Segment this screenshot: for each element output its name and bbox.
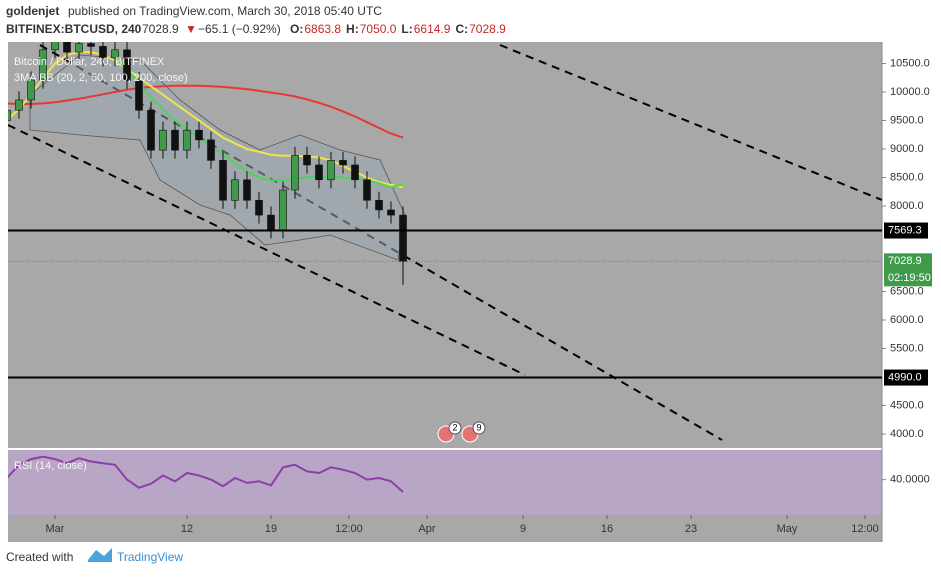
ohlc-value: 6863.8 [304, 22, 341, 36]
event-count: 2 [452, 422, 457, 432]
y-tick-label: 10500.0 [890, 57, 930, 69]
event-count: 9 [476, 422, 481, 432]
x-tick-label: 19 [265, 523, 277, 535]
symbol: BITFINEX:BTCUSD, 240 [6, 22, 142, 36]
candle-body [315, 164, 323, 181]
rsi-legend: RSI (14, close) [14, 460, 87, 472]
candle-body [135, 80, 143, 111]
candle-body [195, 129, 203, 141]
last-price-label: 7028.9 [888, 255, 922, 267]
y-tick-label: 8000.0 [890, 200, 924, 212]
candle-body [111, 49, 119, 59]
ma-line [8, 51, 404, 189]
author: goldenjet [6, 4, 59, 18]
candle-body [207, 139, 215, 161]
candle-body [27, 79, 35, 101]
footer-brand[interactable]: TradingView [117, 550, 183, 564]
candle-body [255, 199, 263, 216]
candle-body [375, 199, 383, 211]
y-tick-label: 9000.0 [890, 143, 924, 155]
trendline [8, 124, 526, 376]
ohlc-label: C: [455, 22, 468, 36]
price: 7028.9 [142, 22, 179, 36]
candle-body [339, 160, 347, 166]
x-tick-label: 16 [601, 523, 613, 535]
candle-body [39, 49, 47, 81]
y-tick-label: 8500.0 [890, 171, 924, 183]
y-tick-label: 9500.0 [890, 114, 924, 126]
x-tick-label: Apr [418, 523, 435, 535]
level-tag [884, 222, 928, 239]
rsi-tick-label: 40.0000 [890, 474, 930, 486]
x-tick-label: 12:00 [335, 523, 363, 535]
candle-body [327, 160, 335, 181]
candle-body [15, 99, 23, 111]
candle-body [147, 109, 155, 151]
candle-body [51, 42, 59, 51]
legend-indicator: 3MA BB (20, 2, 50, 100, 200, close) [14, 72, 188, 84]
event-badge[interactable] [472, 421, 486, 435]
ohlc-label: H: [346, 22, 359, 36]
candle-body [387, 209, 395, 216]
candle-body [8, 109, 11, 121]
arrow: ▼ [185, 22, 197, 36]
event-badge[interactable] [448, 421, 462, 435]
candle-body [351, 164, 359, 181]
last-price-tag [884, 253, 932, 287]
x-tick-label: 9 [520, 523, 526, 535]
y-tick-label: 6500.0 [890, 285, 924, 297]
countdown: 02:19:50 [888, 272, 931, 284]
candle-body [303, 154, 311, 166]
x-tick-label: May [777, 523, 798, 535]
ohlc-value: 7050.0 [360, 22, 397, 36]
candle-body [123, 49, 131, 81]
y-tick-label: 5500.0 [890, 342, 924, 354]
y-tick-label: 4000.0 [890, 428, 924, 440]
x-tick-label: 23 [685, 523, 697, 535]
candle-body [75, 43, 83, 53]
bollinger-band [29, 54, 406, 261]
published: published on TradingView.com, March 30, … [68, 4, 382, 18]
candle-body [291, 154, 299, 191]
logo[interactable] [88, 548, 112, 562]
x-tick-label: 12 [181, 523, 193, 535]
x-tick-label: Mar [46, 523, 65, 535]
level-tag [884, 369, 928, 386]
level-label: 7569.3 [888, 224, 922, 236]
ma-line [8, 84, 404, 139]
rsi-pane [8, 450, 882, 515]
candle-body [99, 46, 107, 59]
candle-body [231, 179, 239, 201]
y-tick-label: 4500.0 [890, 399, 924, 411]
candle-body [279, 189, 287, 231]
y-tick-label: 10000.0 [890, 86, 930, 98]
ohlc-label: O: [290, 22, 303, 36]
candle-body [87, 43, 95, 47]
level-label: 4990.0 [888, 371, 922, 383]
ohlc-value: 6614.9 [414, 22, 451, 36]
x-tick-label: 12:00 [851, 523, 879, 535]
ohlc-label: L: [401, 22, 412, 36]
candle-body [219, 160, 227, 201]
candle-body [159, 129, 167, 151]
ohlc-value: 7028.9 [469, 22, 506, 36]
candle-body [267, 214, 275, 231]
rsi-line [8, 455, 404, 493]
y-tick-label: 6000.0 [890, 314, 924, 326]
candle-body [63, 42, 71, 53]
legend-symbol: Bitcoin / Dollar, 240, BITFINEX [14, 56, 165, 68]
candle-body [399, 214, 407, 262]
time-axis [8, 515, 882, 542]
trendline [499, 44, 882, 201]
candle-body [243, 179, 251, 201]
footer-created: Created with [6, 550, 73, 564]
candle-body [171, 129, 179, 151]
candle-body [183, 129, 191, 151]
change: −65.1 (−0.92%) [198, 22, 281, 36]
candle-body [363, 179, 371, 201]
